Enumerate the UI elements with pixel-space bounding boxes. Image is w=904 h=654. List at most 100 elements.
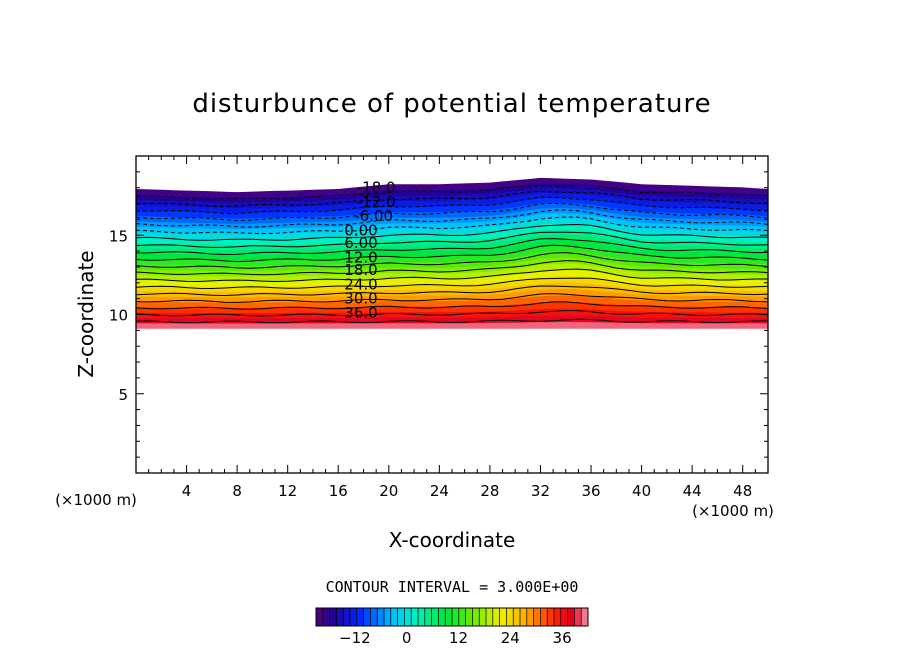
contour-label: 30.0 xyxy=(344,290,377,308)
colorbar-segment xyxy=(370,608,378,626)
x-tick-label: 28 xyxy=(480,482,499,500)
x-tick-label: 36 xyxy=(581,482,600,500)
x-tick-label: 12 xyxy=(278,482,297,500)
color-band xyxy=(136,239,768,261)
color-band xyxy=(136,257,768,277)
x-tick-label: 48 xyxy=(733,482,752,500)
colorbar-segment xyxy=(458,608,467,626)
colorbar-tick-label: 12 xyxy=(449,629,468,647)
colorbar-segment xyxy=(486,608,494,626)
x-tick-label: 40 xyxy=(632,482,651,500)
colorbar-segment xyxy=(465,608,473,626)
color-band xyxy=(136,177,768,198)
colorbar-tick-label: 0 xyxy=(402,629,412,647)
colorbar-tick-labels: −12 0 12 24 36 xyxy=(339,629,572,647)
contour-line xyxy=(136,309,768,317)
color-band xyxy=(136,308,768,319)
x-tick-label: 20 xyxy=(379,482,398,500)
color-band xyxy=(136,245,768,266)
colorbar-segment xyxy=(390,608,399,626)
y-tick-label: 15 xyxy=(109,227,128,245)
colorbar-segment xyxy=(567,608,575,626)
colorbar-segment xyxy=(554,608,562,626)
contour-line xyxy=(136,196,768,215)
colorbar-tick-label: −12 xyxy=(339,629,371,647)
contour-label: 0.00 xyxy=(344,221,377,239)
y-tick-label: 10 xyxy=(109,307,128,325)
colorbar-segment xyxy=(397,608,405,626)
colorbar-segment xyxy=(520,608,528,626)
colorbar-segment xyxy=(424,608,433,626)
colorbar-segment xyxy=(581,608,589,626)
contour-line xyxy=(136,301,768,310)
contour-line xyxy=(136,209,768,228)
color-band xyxy=(136,213,768,235)
contour-line xyxy=(136,244,768,263)
contour-line xyxy=(136,260,768,276)
contour-line xyxy=(136,184,768,200)
color-band xyxy=(136,197,768,219)
colorbar-segment xyxy=(547,608,555,626)
colorbar-segment xyxy=(336,608,344,626)
contour-label: 36.0 xyxy=(344,304,377,322)
x-tick-label: 24 xyxy=(430,482,449,500)
colorbar xyxy=(315,607,589,627)
contour-label: 24.0 xyxy=(344,275,377,293)
colorbar-segment xyxy=(445,608,453,626)
y-axis-label: Z-coordinate xyxy=(74,250,98,377)
colorbar-segment xyxy=(513,608,521,626)
y-tick-label: 5 xyxy=(118,386,128,404)
colorbar-segment xyxy=(472,608,480,626)
colorbar-segment xyxy=(343,608,351,626)
contour-line xyxy=(136,202,768,222)
colorbar-segment xyxy=(350,608,358,626)
contour-line xyxy=(136,285,768,297)
colorbar-segment xyxy=(404,608,412,626)
contour-line xyxy=(136,238,768,256)
color-band xyxy=(136,301,768,313)
colorbar-segment xyxy=(438,608,446,626)
colorbar-segment xyxy=(377,608,385,626)
colorbar-segment xyxy=(431,608,439,626)
contour-line xyxy=(136,223,768,241)
y-unit-label: (×1000 m) xyxy=(55,491,137,509)
x-tick-label: 16 xyxy=(329,482,348,500)
contour-label: -6.00 xyxy=(354,207,393,225)
colorbar-segment xyxy=(574,608,582,626)
x-axis-label: X-coordinate xyxy=(389,528,516,552)
colorbar-segment xyxy=(384,608,392,626)
color-band xyxy=(136,192,768,214)
contour-line xyxy=(136,190,768,207)
colorbar-segment xyxy=(560,608,569,626)
color-band xyxy=(136,202,768,224)
colorbar-segment xyxy=(322,608,331,626)
color-band xyxy=(136,295,768,308)
color-band xyxy=(136,208,768,230)
colorbar-segment xyxy=(418,608,426,626)
contour-lines xyxy=(136,184,768,324)
contour-interval-text: CONTOUR INTERVAL = 3.000E+00 xyxy=(326,578,579,596)
x-unit-label: (×1000 m) xyxy=(692,502,774,520)
colorbar-segment xyxy=(533,608,541,626)
y-tick-labels: 5 10 15 xyxy=(109,227,128,404)
contour-label: -12.0 xyxy=(357,193,396,211)
colorbar-segment xyxy=(492,608,501,626)
contour-line xyxy=(136,318,768,324)
contour-line xyxy=(136,252,768,269)
colorbar-segment xyxy=(540,608,548,626)
contour-field xyxy=(136,177,768,329)
colorbar-segment xyxy=(411,608,419,626)
chart-title: disturbunce of potential temperature xyxy=(192,89,711,119)
colorbar-segment xyxy=(329,608,337,626)
contour-label: 18.0 xyxy=(344,261,377,279)
colorbar-segment xyxy=(356,608,365,626)
x-tick-label: 8 xyxy=(232,482,242,500)
colorbar-tick-label: 24 xyxy=(501,629,520,647)
color-band xyxy=(136,269,768,287)
color-band xyxy=(136,263,768,282)
colorbar-segment xyxy=(363,608,371,626)
colorbar-segment xyxy=(499,608,507,626)
x-tick-label: 44 xyxy=(683,482,702,500)
color-band xyxy=(136,182,768,203)
